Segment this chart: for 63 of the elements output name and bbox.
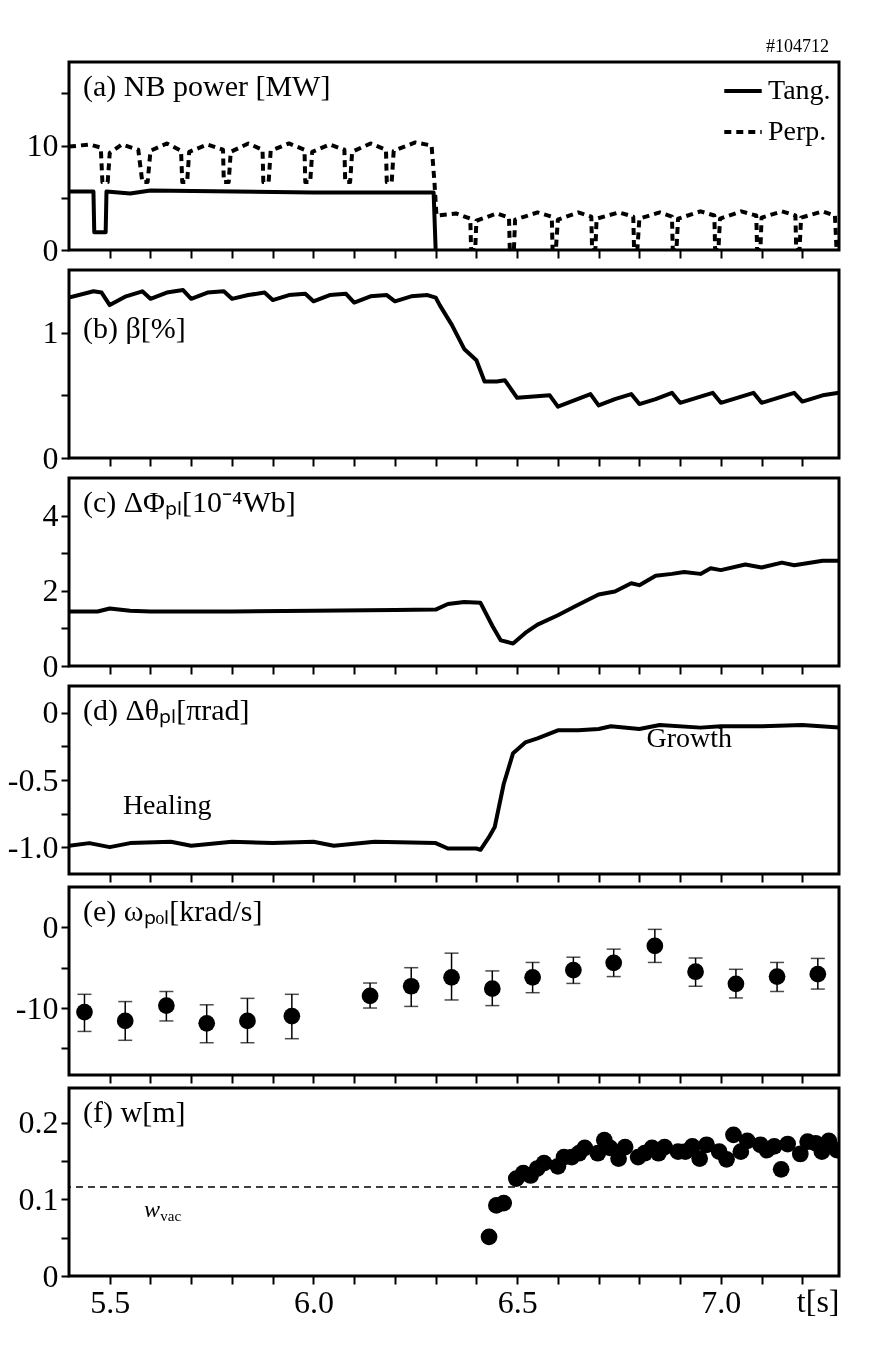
- point: [198, 1015, 216, 1032]
- legend-label: Tang.: [768, 74, 831, 105]
- point: [616, 1138, 634, 1156]
- point: [76, 1003, 93, 1021]
- y-tick-label: 0: [42, 908, 59, 945]
- y-tick-label: 0: [42, 1257, 59, 1294]
- point: [718, 1151, 735, 1168]
- chart-title: (c) ΔΦₚₗ[10⁻⁴Wb]: [83, 485, 296, 520]
- point: [361, 987, 379, 1005]
- point: [239, 1012, 256, 1030]
- y-tick-label: 4: [42, 497, 59, 534]
- point: [646, 937, 664, 955]
- annotation: Healing: [122, 789, 212, 821]
- y-tick-label: -0.5: [7, 761, 59, 798]
- point: [158, 997, 175, 1014]
- point: [524, 969, 541, 986]
- x-tick-label: 6.0: [293, 1283, 334, 1320]
- point: [402, 977, 420, 995]
- chart-title: (e) ωₚₒₗ[krad/s]: [83, 894, 263, 929]
- point: [765, 1137, 783, 1155]
- text: #104712: [766, 36, 829, 56]
- y-tick-label: 2: [42, 572, 59, 609]
- x-tick-label: 7.0: [701, 1283, 742, 1320]
- x-axis-title: t[s]: [796, 1282, 840, 1319]
- point: [576, 1139, 594, 1157]
- point: [283, 1007, 301, 1025]
- point: [116, 1012, 134, 1030]
- point: [779, 1135, 797, 1153]
- y-tick-label: 0.1: [18, 1180, 59, 1217]
- point: [483, 980, 501, 998]
- point: [605, 954, 623, 972]
- point: [727, 975, 745, 993]
- y-tick-label: 1: [42, 314, 59, 351]
- point: [725, 1126, 742, 1144]
- point: [772, 1160, 790, 1178]
- y-tick-label: 0.2: [18, 1104, 59, 1141]
- x-tick-label: 5.5: [90, 1283, 131, 1320]
- legend-label: Perp.: [768, 115, 827, 146]
- chart-title: (a) NB power [MW]: [83, 69, 331, 103]
- y-tick-label: -10: [15, 989, 59, 1026]
- y-tick-label: 0: [42, 647, 59, 684]
- point: [691, 1150, 709, 1167]
- point: [809, 965, 827, 983]
- chart-title: (f) w[m]: [83, 1095, 186, 1129]
- text: (b) β[%]: [83, 311, 186, 346]
- point: [495, 1194, 513, 1212]
- x-tick-label: 6.5: [497, 1283, 538, 1320]
- annotation: Growth: [646, 721, 733, 753]
- point: [698, 1136, 715, 1154]
- y-tick-label: 10: [26, 127, 59, 164]
- chart-title: (d) Δθₚₗ[πrad]: [83, 693, 250, 728]
- y-tick-label: 0: [42, 439, 59, 476]
- point: [768, 968, 786, 985]
- point: [443, 969, 460, 986]
- y-tick-label: 0: [42, 231, 59, 268]
- point: [535, 1154, 553, 1172]
- point: [687, 963, 704, 981]
- point: [791, 1145, 809, 1163]
- point: [480, 1228, 498, 1246]
- point: [656, 1138, 673, 1156]
- y-tick-label: 0: [42, 694, 59, 731]
- point: [565, 961, 582, 979]
- y-tick-label: -1.0: [7, 828, 59, 865]
